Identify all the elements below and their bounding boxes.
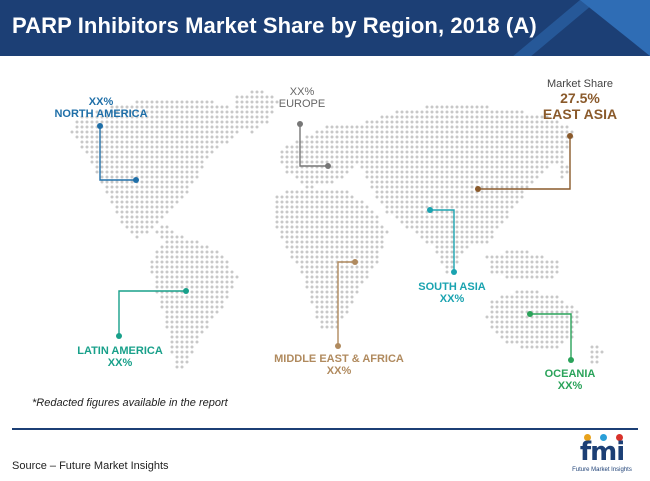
label-north-america: XX% NORTH AMERICA (40, 96, 162, 120)
logo-dot-orange (584, 434, 591, 441)
value-oceania: XX% (557, 380, 583, 392)
map-dots (70, 90, 604, 369)
leader-line-europe (299, 124, 328, 167)
name-europe: EUROPE (278, 98, 326, 110)
leader-lines (97, 121, 574, 363)
source-text: Source – Future Market Insights (12, 460, 169, 472)
marker-east-asia-location (475, 186, 481, 192)
value-latin-america: XX% (107, 357, 133, 369)
leader-line-east-asia (478, 136, 571, 190)
prefix-east-asia: Market Share (546, 78, 614, 90)
marker-north-america-location (133, 177, 139, 183)
header-banner: PARP Inhibitors Market Share by Region, … (0, 0, 650, 56)
redacted-note: *Redacted figures available in the repor… (32, 397, 228, 409)
world-map (70, 90, 604, 369)
header-accent-corner (580, 0, 650, 56)
value-east-asia: 27.5% (560, 90, 600, 106)
marker-latin-america-label (116, 333, 122, 339)
name-oceania: OCEANIA (544, 368, 596, 380)
leader-line-latin-america (118, 290, 186, 336)
label-latin-america: LATIN AMERICA XX% (60, 345, 180, 369)
marker-south-asia-location (427, 207, 433, 213)
name-middle-east-africa: MIDDLE EAST & AFRICA (274, 353, 404, 365)
label-europe: XX% EUROPE (262, 86, 342, 110)
logo-text: fmi (579, 437, 625, 467)
label-east-asia: Market Share 27.5% EAST ASIA (526, 78, 634, 122)
marker-europe-label (297, 121, 303, 127)
leader-line-south-asia (430, 209, 455, 272)
name-north-america: NORTH AMERICA (54, 108, 148, 120)
name-east-asia: EAST ASIA (542, 106, 618, 122)
value-middle-east-africa: XX% (326, 365, 352, 377)
name-latin-america: LATIN AMERICA (77, 345, 163, 357)
value-south-asia: XX% (439, 293, 465, 305)
leader-line-north-america (99, 126, 136, 181)
value-north-america: XX% (88, 96, 114, 108)
marker-south-asia-label (451, 269, 457, 275)
logo-dot-red (616, 434, 623, 441)
marker-north-america-label (97, 123, 103, 129)
logo-dot-blue (600, 434, 607, 441)
marker-oceania-location (527, 311, 533, 317)
marker-middle-east-africa-label (335, 343, 341, 349)
logo-subtitle: Future Market Insights (572, 467, 632, 473)
leader-line-middle-east-africa (337, 261, 355, 346)
marker-east-asia-label (567, 133, 573, 139)
label-middle-east-africa: MIDDLE EAST & AFRICA XX% (262, 353, 416, 377)
footer-divider (12, 428, 638, 430)
marker-latin-america-location (183, 288, 189, 294)
label-oceania: OCEANIA XX% (530, 368, 610, 392)
marker-middle-east-africa-location (352, 259, 358, 265)
value-europe: XX% (289, 86, 315, 98)
fmi-logo: fmi Future Market Insights (566, 434, 638, 478)
leader-line-oceania (530, 313, 572, 360)
marker-oceania-label (568, 357, 574, 363)
label-south-asia: SOUTH ASIA XX% (404, 281, 500, 305)
marker-europe-location (325, 163, 331, 169)
chart-title: PARP Inhibitors Market Share by Region, … (12, 13, 537, 38)
name-south-asia: SOUTH ASIA (418, 281, 486, 293)
